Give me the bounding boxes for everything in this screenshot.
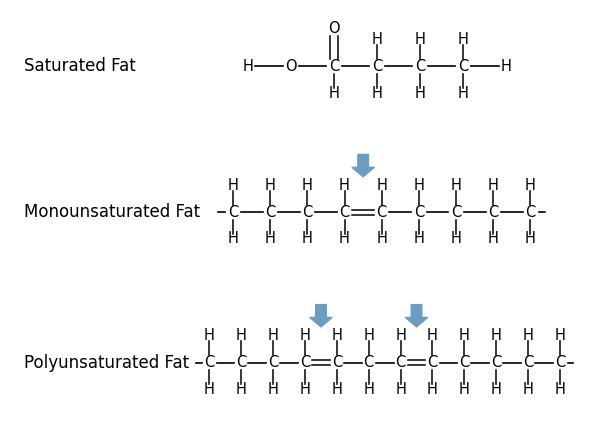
Text: H: H bbox=[525, 232, 536, 246]
Text: H: H bbox=[300, 329, 310, 343]
Text: H: H bbox=[228, 232, 238, 246]
Text: C: C bbox=[332, 355, 342, 370]
Text: C: C bbox=[236, 355, 247, 370]
Text: C: C bbox=[372, 59, 382, 74]
Text: C: C bbox=[265, 205, 276, 220]
Text: H: H bbox=[491, 329, 502, 343]
Text: H: H bbox=[523, 382, 533, 396]
Text: Saturated Fat: Saturated Fat bbox=[24, 57, 135, 76]
Text: H: H bbox=[395, 382, 406, 396]
Text: H: H bbox=[427, 329, 438, 343]
Text: H: H bbox=[372, 33, 382, 47]
Text: H: H bbox=[372, 86, 382, 100]
Text: H: H bbox=[376, 178, 387, 193]
FancyArrow shape bbox=[310, 305, 332, 327]
Text: Monounsaturated Fat: Monounsaturated Fat bbox=[24, 203, 200, 221]
Text: H: H bbox=[451, 178, 461, 193]
Text: H: H bbox=[204, 382, 215, 396]
Text: H: H bbox=[555, 382, 565, 396]
Text: C: C bbox=[458, 59, 468, 74]
Text: H: H bbox=[459, 329, 470, 343]
Text: H: H bbox=[228, 178, 238, 193]
Text: C: C bbox=[451, 205, 461, 220]
Text: C: C bbox=[204, 355, 215, 370]
Text: H: H bbox=[339, 232, 350, 246]
Text: H: H bbox=[236, 329, 247, 343]
Text: H: H bbox=[268, 329, 278, 343]
Text: H: H bbox=[329, 86, 339, 100]
FancyArrow shape bbox=[352, 154, 375, 177]
Text: C: C bbox=[302, 205, 313, 220]
Text: C: C bbox=[363, 355, 374, 370]
Text: C: C bbox=[555, 355, 565, 370]
Text: O: O bbox=[285, 59, 297, 74]
Text: C: C bbox=[228, 205, 238, 220]
Text: H: H bbox=[332, 329, 342, 343]
Text: C: C bbox=[525, 205, 536, 220]
Text: H: H bbox=[332, 382, 342, 396]
Text: H: H bbox=[339, 178, 350, 193]
Text: H: H bbox=[395, 329, 406, 343]
Text: C: C bbox=[414, 205, 424, 220]
Text: O: O bbox=[328, 21, 340, 36]
Text: C: C bbox=[300, 355, 310, 370]
Text: H: H bbox=[488, 232, 499, 246]
Text: H: H bbox=[363, 329, 374, 343]
Text: C: C bbox=[459, 355, 470, 370]
Text: C: C bbox=[415, 59, 425, 74]
Text: H: H bbox=[458, 33, 468, 47]
Text: H: H bbox=[501, 59, 512, 74]
FancyArrow shape bbox=[405, 305, 428, 327]
Text: H: H bbox=[555, 329, 565, 343]
Text: H: H bbox=[488, 178, 499, 193]
Text: H: H bbox=[414, 232, 424, 246]
Text: H: H bbox=[265, 178, 276, 193]
Text: H: H bbox=[427, 382, 438, 396]
Text: H: H bbox=[236, 382, 247, 396]
Text: H: H bbox=[300, 382, 310, 396]
Text: C: C bbox=[523, 355, 533, 370]
Text: H: H bbox=[242, 59, 253, 74]
Text: H: H bbox=[265, 232, 276, 246]
Text: H: H bbox=[415, 86, 425, 100]
Text: Polyunsaturated Fat: Polyunsaturated Fat bbox=[24, 353, 189, 372]
Text: H: H bbox=[302, 232, 313, 246]
Text: C: C bbox=[268, 355, 278, 370]
Text: H: H bbox=[268, 382, 278, 396]
Text: H: H bbox=[523, 329, 533, 343]
Text: H: H bbox=[302, 178, 313, 193]
Text: H: H bbox=[491, 382, 502, 396]
Text: H: H bbox=[204, 329, 215, 343]
Text: H: H bbox=[414, 178, 424, 193]
Text: C: C bbox=[339, 205, 350, 220]
Text: C: C bbox=[488, 205, 499, 220]
Text: H: H bbox=[458, 86, 468, 100]
Text: H: H bbox=[459, 382, 470, 396]
Text: C: C bbox=[491, 355, 502, 370]
Text: H: H bbox=[525, 178, 536, 193]
Text: C: C bbox=[395, 355, 406, 370]
Text: H: H bbox=[376, 232, 387, 246]
Text: H: H bbox=[415, 33, 425, 47]
Text: C: C bbox=[427, 355, 438, 370]
Text: H: H bbox=[451, 232, 461, 246]
Text: H: H bbox=[363, 382, 374, 396]
Text: C: C bbox=[376, 205, 387, 220]
Text: C: C bbox=[329, 59, 339, 74]
